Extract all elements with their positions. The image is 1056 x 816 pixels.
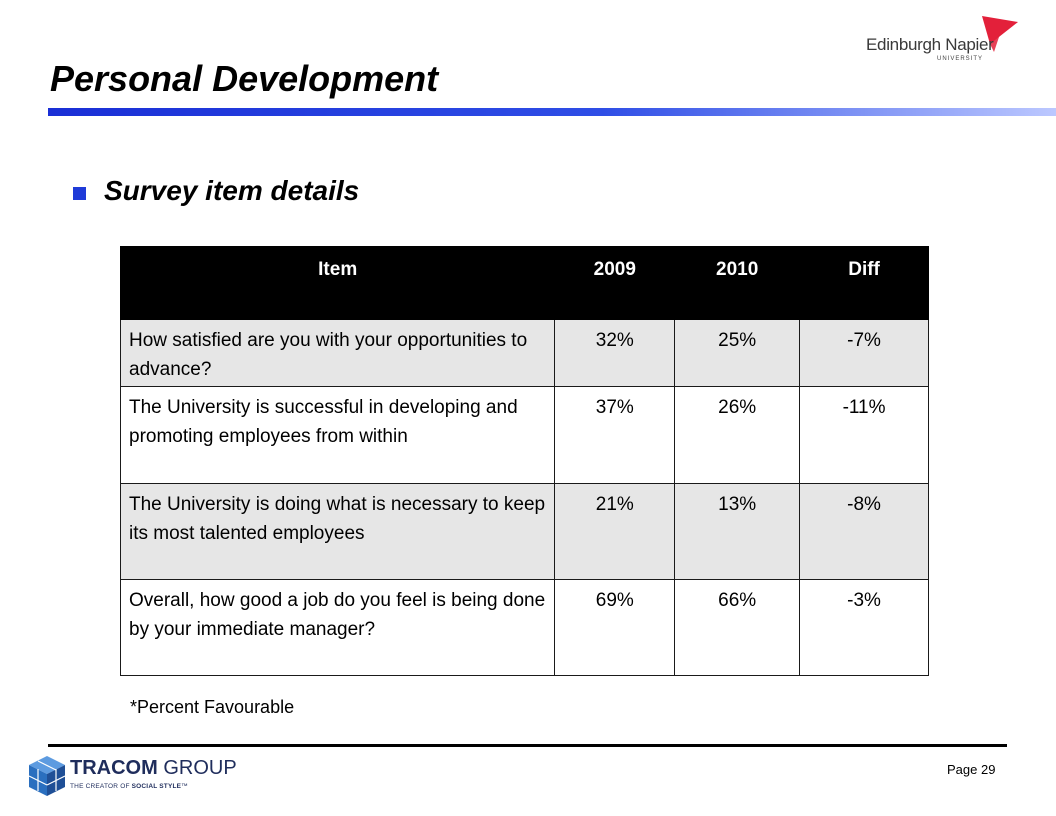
table-row: The University is doing what is necessar… [119, 483, 929, 580]
page-title: Personal Development [50, 58, 439, 99]
square-bullet-icon [73, 187, 86, 200]
logo-subtitle: UNIVERSITY [937, 56, 984, 62]
red-flag-icon [982, 16, 1018, 52]
section-heading: Survey item details [104, 175, 360, 206]
table-header-row: Item 2009 2010 Diff [119, 246, 929, 320]
table-row: The University is successful in developi… [119, 386, 929, 484]
value-2010-cell: 25% [674, 319, 801, 387]
page-number: Page 29 [947, 762, 996, 777]
diff-cell: -11% [799, 386, 929, 484]
value-2010-cell: 26% [674, 386, 801, 484]
value-2010-cell: 13% [674, 483, 801, 580]
value-2009-cell: 37% [554, 386, 676, 484]
column-header-2010: 2010 [674, 246, 801, 320]
item-cell: The University is successful in developi… [119, 386, 556, 484]
table-row: How satisfied are you with your opportun… [119, 319, 929, 387]
value-2010-cell: 66% [674, 579, 801, 676]
survey-table: Item 2009 2010 Diff How satisfied are yo… [119, 246, 929, 676]
table-row: Overall, how good a job do you feel is b… [119, 579, 929, 676]
item-cell: The University is doing what is necessar… [119, 483, 556, 580]
logo-name: Edinburgh Napier [866, 35, 994, 54]
footer-divider [48, 744, 1007, 747]
column-header-diff: Diff [799, 246, 929, 320]
brand-name: TRACOM GROUP [70, 757, 237, 779]
column-header-item: Item [119, 246, 556, 320]
brand-tagline: THE CREATOR OF SOCIAL STYLE™ [70, 783, 188, 790]
tracom-logo: TRACOM GROUP THE CREATOR OF SOCIAL STYLE… [26, 753, 237, 803]
item-cell: How satisfied are you with your opportun… [119, 319, 556, 387]
title-underline-bar [48, 108, 1056, 116]
cube-icon [28, 756, 66, 796]
value-2009-cell: 21% [554, 483, 676, 580]
university-logo: Edinburgh Napier UNIVERSITY [860, 12, 1020, 64]
diff-cell: -8% [799, 483, 929, 580]
diff-cell: -3% [799, 579, 929, 676]
diff-cell: -7% [799, 319, 929, 387]
value-2009-cell: 32% [554, 319, 676, 387]
value-2009-cell: 69% [554, 579, 676, 676]
footnote: *Percent Favourable [130, 697, 295, 717]
item-cell: Overall, how good a job do you feel is b… [119, 579, 556, 676]
column-header-2009: 2009 [554, 246, 676, 320]
